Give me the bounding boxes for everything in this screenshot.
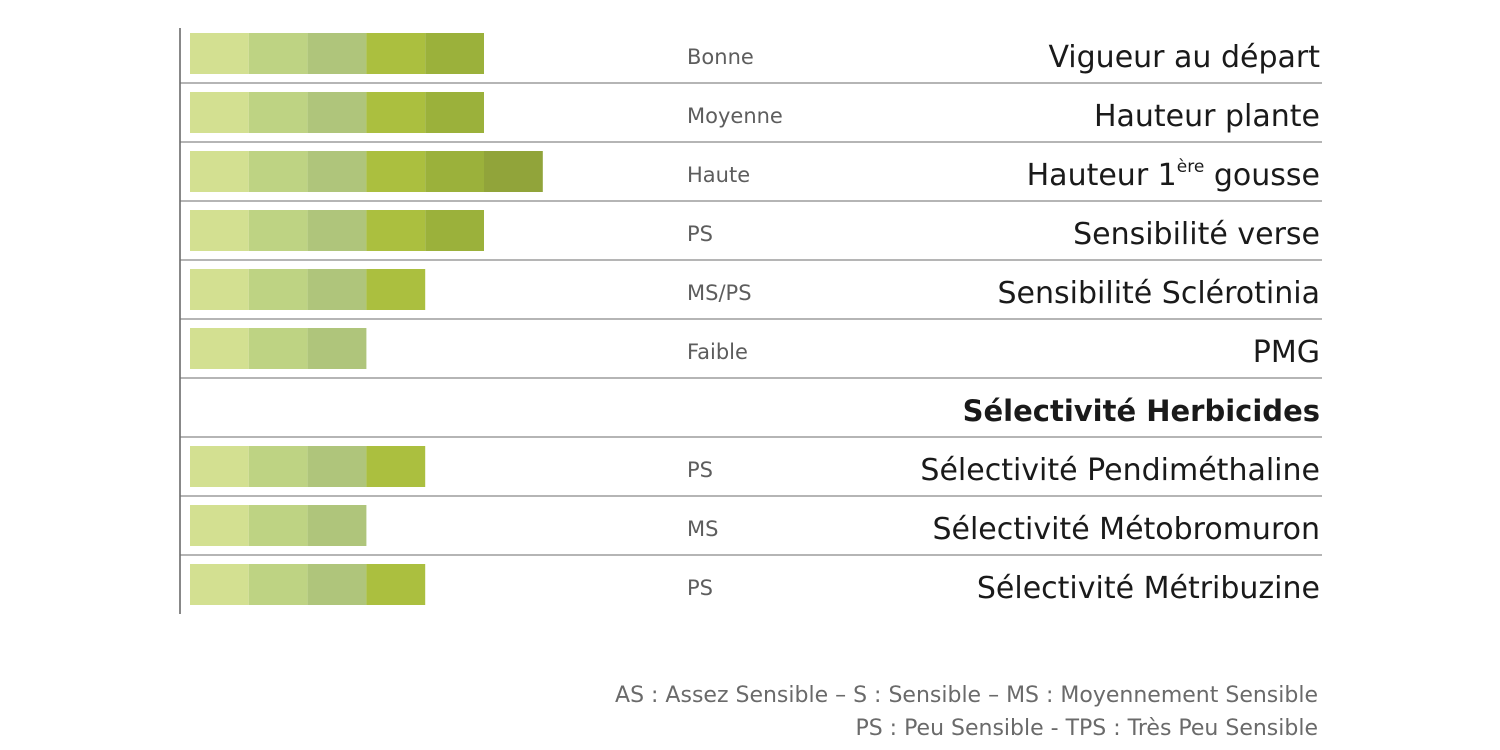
level-segment xyxy=(307,210,367,251)
level-segment xyxy=(248,92,308,133)
criterion-text: Hauteur plante xyxy=(1094,99,1320,134)
level-segment xyxy=(248,505,308,546)
criterion-row: Faible PMG xyxy=(180,328,1322,379)
level-segment xyxy=(248,151,308,192)
level-segment xyxy=(307,269,367,310)
criterion-row: Sélectivité Herbicides xyxy=(180,394,1322,438)
criterion-label: Hauteur plante xyxy=(1094,99,1320,134)
level-segment xyxy=(307,505,367,546)
level-segment xyxy=(307,446,367,487)
level-segment xyxy=(190,92,249,133)
criterion-label: Sensibilité verse xyxy=(1073,217,1320,252)
level-segment xyxy=(248,564,308,605)
level-segment xyxy=(190,505,249,546)
rating-label: Moyenne xyxy=(687,104,783,128)
level-segment xyxy=(307,92,367,133)
criterion-label: Sensibilité Sclérotinia xyxy=(998,276,1320,311)
level-segment xyxy=(366,446,426,487)
rating-label: MS xyxy=(687,517,718,541)
level-segment xyxy=(366,33,426,74)
level-segment xyxy=(190,328,249,369)
criterion-label: Sélectivité Métribuzine xyxy=(977,571,1320,606)
level-segment xyxy=(307,33,367,74)
level-segment xyxy=(366,210,426,251)
rating-label: PS xyxy=(687,458,713,482)
rating-label: Haute xyxy=(687,163,750,187)
criterion-row: Moyenne Hauteur plante xyxy=(180,92,1322,143)
criterion-text: Sélectivité Herbicides xyxy=(963,394,1320,428)
criterion-text: Hauteur 1 xyxy=(1027,158,1177,193)
level-segment xyxy=(190,564,249,605)
criterion-text: Sélectivité Métribuzine xyxy=(977,571,1320,606)
criterion-text: Sensibilité Sclérotinia xyxy=(998,276,1320,311)
level-segment xyxy=(307,151,367,192)
level-segment xyxy=(190,151,249,192)
criterion-text: Vigueur au départ xyxy=(1048,40,1320,75)
level-segment xyxy=(190,33,249,74)
level-segment xyxy=(248,33,308,74)
level-segment xyxy=(425,151,484,192)
rows-layer: Bonne Vigueur au départ Moyenne Hauteur pla… xyxy=(180,33,1322,606)
rating-label: Bonne xyxy=(687,45,754,69)
level-segment xyxy=(307,328,367,369)
rating-label: PS xyxy=(687,576,713,600)
level-segment xyxy=(425,33,484,74)
criterion-label: PMG xyxy=(1253,335,1320,370)
criterion-row: PS Sélectivité Métribuzine xyxy=(190,564,1320,606)
level-segment xyxy=(366,564,426,605)
level-segment xyxy=(190,446,249,487)
level-segment xyxy=(366,92,426,133)
rating-label: MS/PS xyxy=(687,281,752,305)
criterion-row: Bonne Vigueur au départ xyxy=(180,33,1322,84)
criterion-text: PMG xyxy=(1253,335,1320,370)
level-segment xyxy=(248,269,308,310)
level-segment xyxy=(190,210,249,251)
level-segment xyxy=(248,446,308,487)
level-segment xyxy=(190,269,249,310)
level-segment xyxy=(366,269,426,310)
criterion-label: Vigueur au départ xyxy=(1048,40,1320,75)
criterion-row: Haute Hauteur 1ère gousse xyxy=(180,151,1322,202)
level-segment xyxy=(307,564,367,605)
criterion-superscript: ère xyxy=(1177,157,1205,177)
criterion-row: MS/PS Sensibilité Sclérotinia xyxy=(180,269,1322,320)
criterion-text-tail: gousse xyxy=(1204,158,1320,193)
section-heading: Sélectivité Herbicides xyxy=(963,394,1320,428)
criterion-label: Sélectivité Métobromuron xyxy=(932,512,1320,547)
rating-label: PS xyxy=(687,222,713,246)
level-segment xyxy=(425,210,484,251)
criterion-row: MS Sélectivité Métobromuron xyxy=(180,505,1322,556)
criterion-label: Hauteur 1ère gousse xyxy=(1027,157,1320,193)
level-segment xyxy=(484,151,543,192)
criterion-text: Sélectivité Métobromuron xyxy=(932,512,1320,547)
criterion-text: Sélectivité Pendiméthaline xyxy=(920,453,1320,488)
level-segment xyxy=(366,151,426,192)
criterion-row: PS Sélectivité Pendiméthaline xyxy=(180,446,1322,497)
level-segment xyxy=(248,328,308,369)
level-segment xyxy=(425,92,484,133)
legend-line-1: AS : Assez Sensible – S : Sensible – MS … xyxy=(615,683,1318,708)
level-segment xyxy=(248,210,308,251)
criterion-text: Sensibilité verse xyxy=(1073,217,1320,252)
criterion-row: PS Sensibilité verse xyxy=(180,210,1322,261)
criterion-label: Sélectivité Pendiméthaline xyxy=(920,453,1320,488)
legend-line-2: PS : Peu Sensible - TPS : Très Peu Sensi… xyxy=(855,716,1318,741)
rating-label: Faible xyxy=(687,340,748,364)
